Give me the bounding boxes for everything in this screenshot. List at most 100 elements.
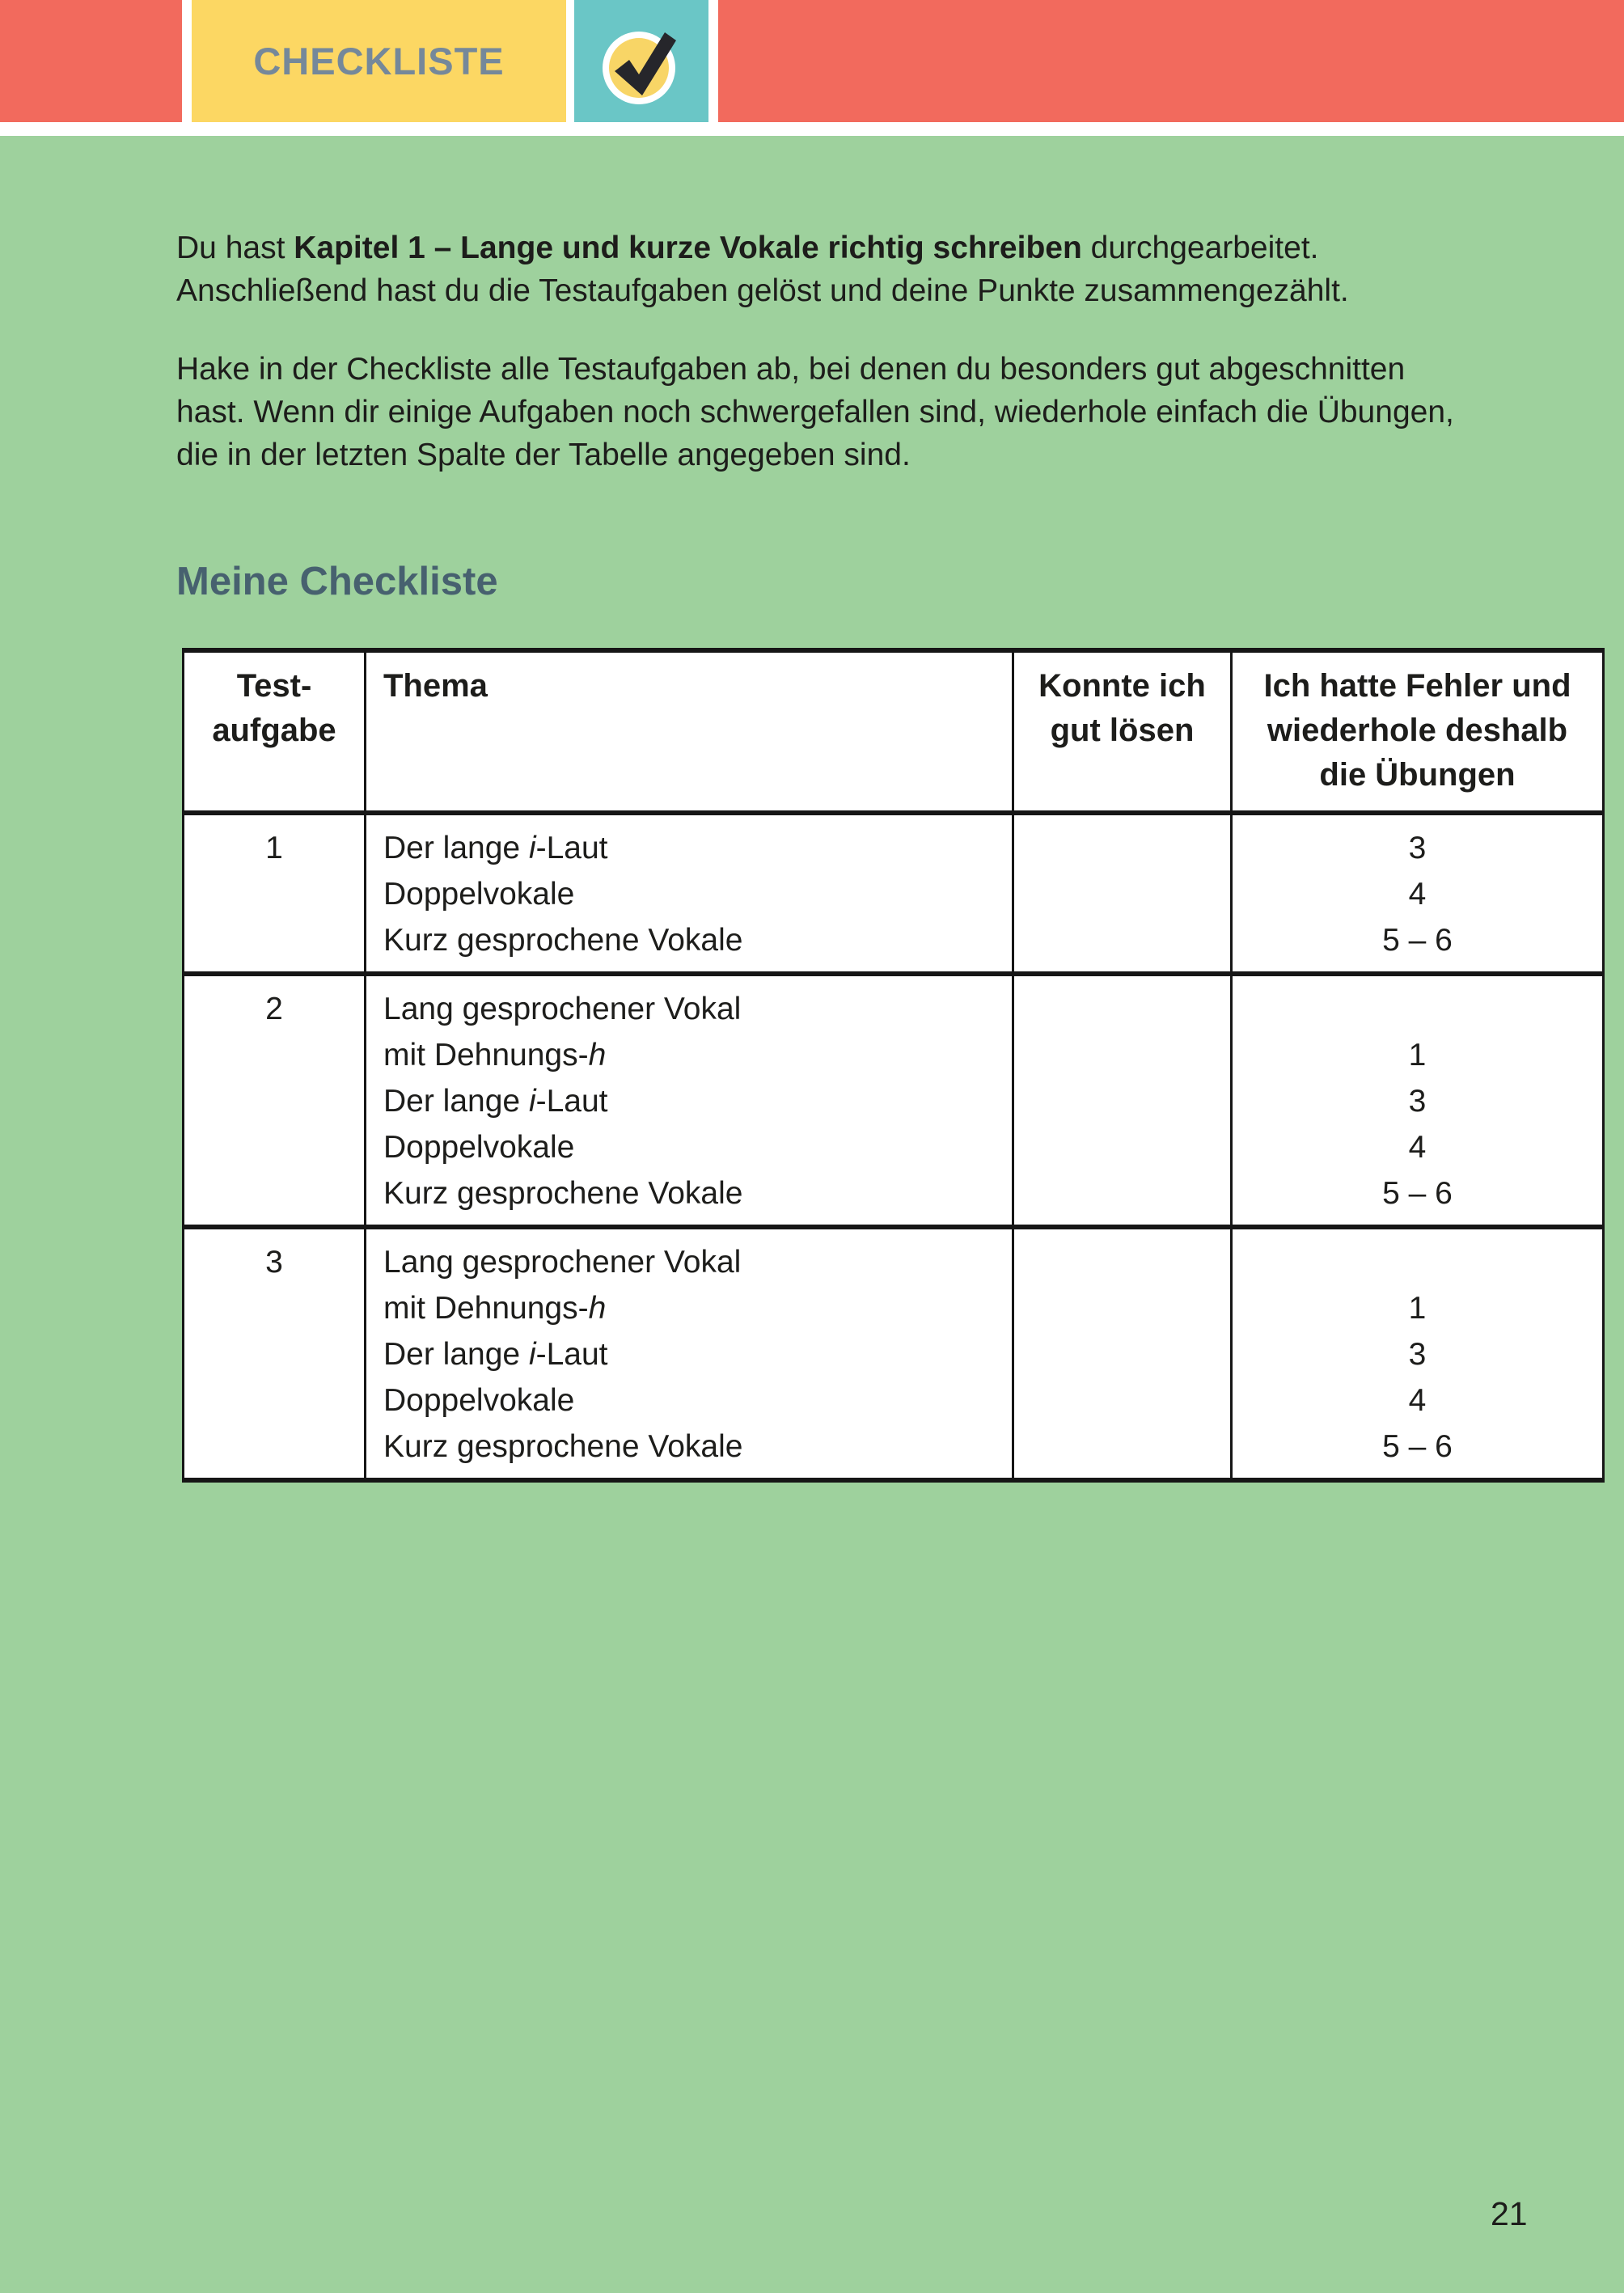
thema-line: Kurz gesprochene Vokale: [383, 1424, 1004, 1470]
text-run: Kurz gesprochene Vokale: [383, 923, 743, 958]
thema-line: Lang gesprochener Vokal: [383, 986, 1004, 1032]
text-run: Doppelvokale: [383, 877, 575, 912]
header-line: Ich hatte Fehler und: [1263, 668, 1571, 704]
italic-text: i: [528, 1337, 536, 1372]
uebungen-cell: 3 4 5 – 6: [1230, 810, 1605, 976]
text-run: Doppelvokale: [383, 1130, 575, 1165]
column-header-2: Thema: [364, 648, 1014, 815]
banner-title: CHECKLISTE: [253, 40, 505, 82]
banner-check-box: [574, 0, 708, 122]
uebung-line: 5 – 6: [1382, 1429, 1453, 1464]
banner-red-right: [718, 0, 1624, 122]
bold-text: Kapitel 1 – Lange und kurze Vokale richt…: [294, 231, 1082, 265]
banner-red-left: [0, 0, 182, 122]
text-run: mit Dehnungs-: [383, 1038, 589, 1072]
thema-line: Kurz gesprochene Vokale: [383, 917, 1004, 963]
italic-text: i: [528, 1084, 536, 1119]
text-run: Kurz gesprochene Vokale: [383, 1176, 743, 1211]
italic-text: h: [588, 1291, 607, 1326]
page-header-banner: CHECKLISTE: [0, 0, 1624, 122]
banner-gap: [708, 0, 718, 122]
uebung-line: 1: [1408, 1038, 1427, 1072]
konnte-ich-gut-loesen-cell: [1012, 810, 1233, 976]
table-row: 3 Lang gesprochener Vokal mit Dehnungs-h De…: [182, 1225, 1605, 1483]
thema-line: Der lange i-Laut: [383, 1078, 1004, 1124]
page-number: 21: [1491, 2195, 1528, 2232]
text-run: mit Dehnungs-: [383, 1291, 589, 1326]
text-run: Der lange: [383, 1337, 529, 1372]
section-title: Meine Checkliste: [176, 560, 498, 603]
thema-line: Lang gesprochener Vokal: [383, 1239, 1004, 1285]
header-line: aufgabe: [212, 713, 336, 748]
text-run: Der lange: [383, 831, 529, 865]
uebung-line: 4: [1408, 877, 1427, 912]
uebung-line: 4: [1408, 1383, 1427, 1418]
banner-title-box: CHECKLISTE: [192, 0, 566, 122]
thema-line: Der lange i-Laut: [383, 825, 1004, 871]
column-header-4: Ich hatte Fehler und wiederhole deshalb di…: [1230, 648, 1605, 815]
uebung-line: 5 – 6: [1382, 1176, 1453, 1211]
header-line: die Übungen: [1319, 757, 1516, 793]
text-run: Der lange: [383, 1084, 529, 1119]
konnte-ich-gut-loesen-cell: [1012, 971, 1233, 1229]
uebung-line: 1: [1408, 1291, 1427, 1326]
column-header-3: Konnte ich gut lösen: [1012, 648, 1233, 815]
thema-line: Doppelvokale: [383, 871, 1004, 917]
uebung-line: 5 – 6: [1382, 923, 1453, 958]
italic-text: i: [528, 831, 536, 865]
checkmark-icon: [603, 32, 676, 104]
table-row: 2 Lang gesprochener Vokal mit Dehnungs-h De…: [182, 971, 1605, 1229]
thema-line: Kurz gesprochene Vokale: [383, 1170, 1004, 1216]
intro-paragraph-2: Hake in der Checkliste alle Testaufgaben…: [176, 348, 1624, 476]
uebung-line: [1241, 1239, 1594, 1285]
thema-line: mit Dehnungs-h: [383, 1032, 1004, 1078]
uebungen-cell: 1 3 4 5 – 6: [1230, 1225, 1605, 1483]
header-line: gut lösen: [1050, 713, 1195, 748]
uebung-line: [1241, 986, 1594, 1032]
header-line: Konnte ich: [1038, 668, 1206, 704]
text-run: Lang gesprochener Vokal: [383, 992, 742, 1026]
thema-line: Der lange i-Laut: [383, 1331, 1004, 1377]
thema-cell: Lang gesprochener Vokal mit Dehnungs-h Der…: [364, 971, 1014, 1229]
check-glyph: [615, 32, 676, 95]
text-run: -Laut: [535, 1337, 608, 1372]
uebung-line: 4: [1408, 1130, 1427, 1165]
column-header-1: Test-aufgabe: [182, 648, 366, 815]
text-run: Anschließend hast du die Testaufgaben ge…: [176, 273, 1349, 308]
uebungen-cell: 1 3 4 5 – 6: [1230, 971, 1605, 1229]
testaufgabe-number: 3: [182, 1225, 366, 1483]
text-run: hast. Wenn dir einige Aufgaben noch schw…: [176, 395, 1454, 429]
text-run: durchgearbeitet.: [1081, 231, 1319, 265]
text-run: -Laut: [535, 831, 608, 865]
table-header-row: Test-aufgabe Thema Konnte ich gut lösen Ich …: [182, 648, 1605, 815]
banner-gap: [182, 0, 192, 122]
uebung-line: 3: [1408, 1084, 1427, 1119]
intro-paragraph-1: Du hast Kapitel 1 – Lange und kurze Voka…: [176, 226, 1624, 312]
thema-line: Doppelvokale: [383, 1377, 1004, 1424]
header-line: wiederhole deshalb: [1267, 713, 1568, 748]
thema-cell: Lang gesprochener Vokal mit Dehnungs-h Der…: [364, 1225, 1014, 1483]
table-body: 1 Der lange i-Laut Doppelvokale Kurz gespro…: [182, 810, 1605, 1483]
uebung-line: 3: [1408, 1337, 1427, 1372]
header-line: Thema: [383, 668, 488, 704]
text-run: Du hast: [176, 231, 294, 265]
konnte-ich-gut-loesen-cell: [1012, 1225, 1233, 1483]
checklist-table: Test-aufgabe Thema Konnte ich gut lösen Ich …: [182, 648, 1605, 1483]
thema-cell: Der lange i-Laut Doppelvokale Kurz gesproc…: [364, 810, 1014, 976]
thema-line: mit Dehnungs-h: [383, 1285, 1004, 1331]
text-run: -Laut: [535, 1084, 608, 1119]
banner-gap: [566, 0, 574, 122]
text-run: Doppelvokale: [383, 1383, 575, 1418]
thema-line: Doppelvokale: [383, 1124, 1004, 1170]
text-run: Lang gesprochener Vokal: [383, 1245, 742, 1280]
page-body: Du hast Kapitel 1 – Lange und kurze Voka…: [0, 136, 1624, 2293]
testaufgabe-number: 2: [182, 971, 366, 1229]
text-run: Hake in der Checkliste alle Testaufgaben…: [176, 352, 1406, 387]
uebung-line: 3: [1408, 831, 1427, 865]
header-line: Test-: [236, 668, 312, 704]
italic-text: h: [588, 1038, 607, 1072]
text-run: die in der letzten Spalte der Tabelle an…: [176, 438, 911, 472]
text-run: Kurz gesprochene Vokale: [383, 1429, 743, 1464]
table-row: 1 Der lange i-Laut Doppelvokale Kurz gespro…: [182, 810, 1605, 976]
